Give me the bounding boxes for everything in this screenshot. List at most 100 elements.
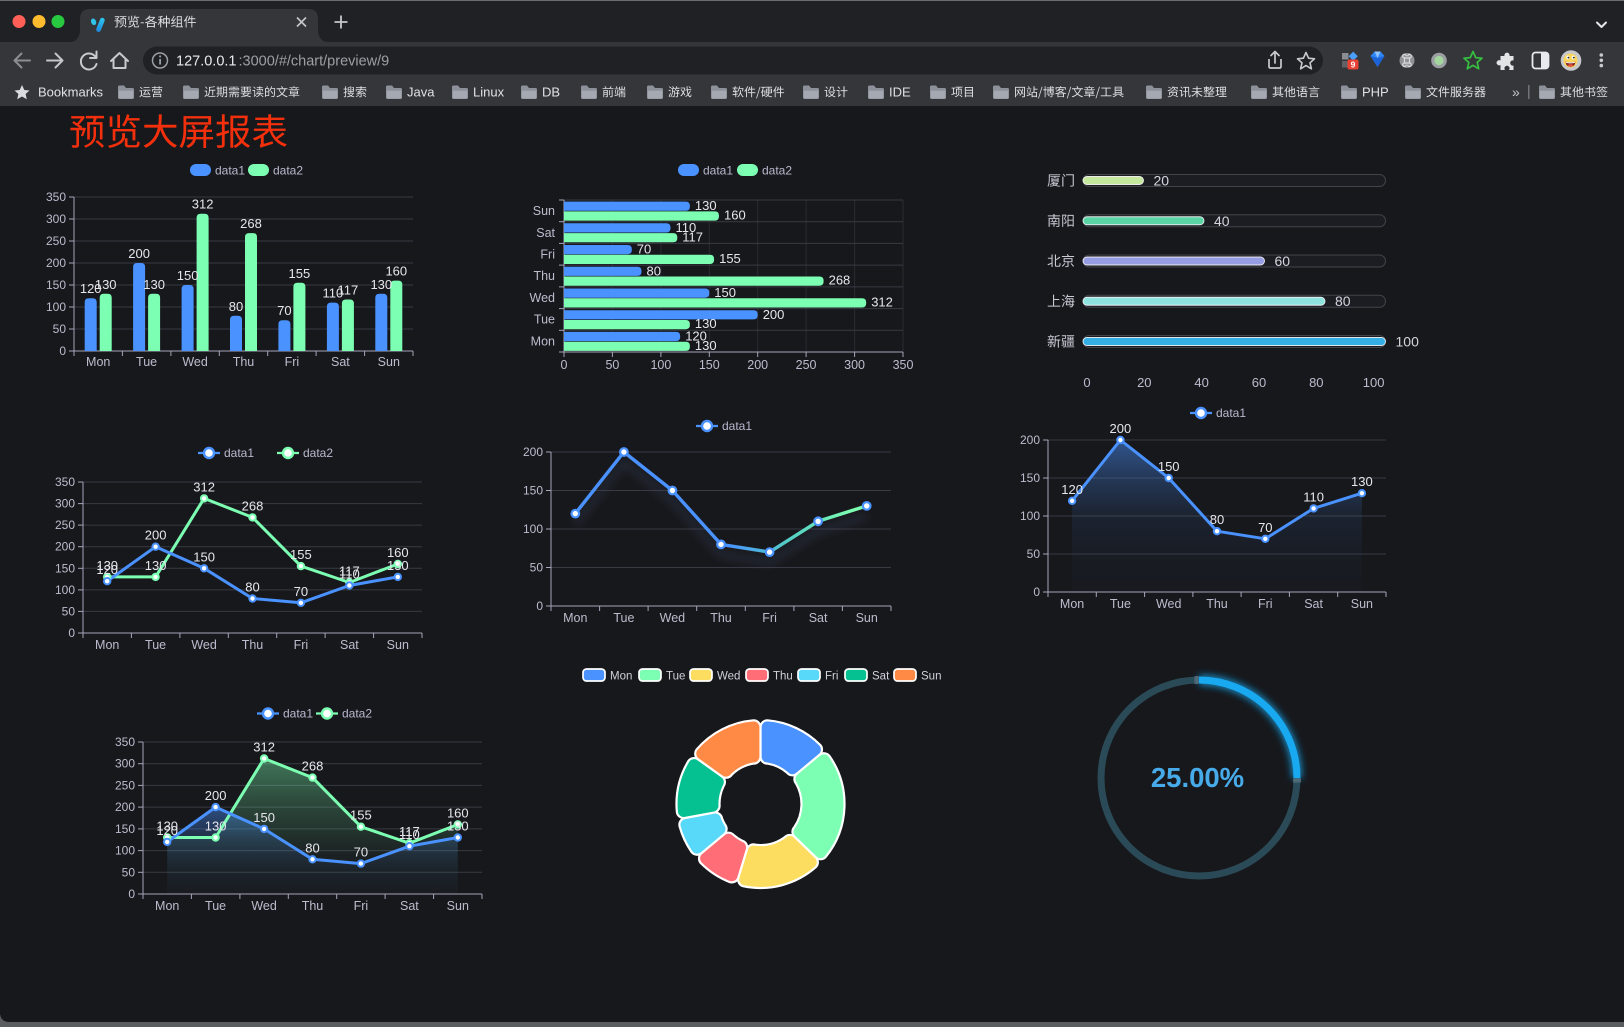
svg-text:IDE: IDE — [889, 85, 911, 100]
svg-text:160: 160 — [447, 806, 469, 821]
svg-text::3000/#/chart/preview/9: :3000/#/chart/preview/9 — [239, 54, 390, 70]
svg-text:117: 117 — [682, 229, 703, 244]
svg-text:Fri: Fri — [294, 638, 309, 652]
svg-text:Thu: Thu — [533, 269, 555, 283]
svg-text:Bookmarks: Bookmarks — [38, 85, 104, 100]
svg-text:80: 80 — [305, 840, 319, 855]
svg-text:200: 200 — [128, 246, 150, 261]
svg-text:150: 150 — [46, 278, 66, 292]
svg-text:0: 0 — [128, 887, 135, 901]
svg-text:312: 312 — [192, 197, 214, 212]
svg-text:70: 70 — [354, 845, 368, 860]
svg-text:150: 150 — [115, 822, 135, 836]
svg-text:117: 117 — [399, 824, 420, 839]
svg-text:117: 117 — [338, 283, 359, 298]
svg-text:80: 80 — [229, 299, 243, 314]
svg-text:Thu: Thu — [302, 899, 324, 913]
svg-text:Wed: Wed — [182, 355, 208, 369]
svg-text:Tue: Tue — [534, 313, 555, 327]
svg-text:Wed: Wed — [660, 611, 686, 625]
svg-text:120: 120 — [156, 823, 178, 838]
svg-text:100: 100 — [523, 522, 543, 536]
svg-text:data2: data2 — [762, 163, 792, 177]
svg-text:»: » — [1512, 84, 1520, 100]
svg-text:110: 110 — [339, 567, 360, 582]
svg-text:Sat: Sat — [400, 899, 419, 913]
svg-text:150: 150 — [699, 358, 720, 372]
svg-text:Fri: Fri — [354, 899, 369, 913]
svg-text:268: 268 — [242, 498, 264, 513]
svg-text:Sat: Sat — [872, 670, 890, 682]
svg-text:130: 130 — [447, 819, 469, 834]
svg-text:Sat: Sat — [331, 355, 350, 369]
svg-text:50: 50 — [62, 604, 76, 618]
svg-text:110: 110 — [323, 286, 344, 301]
svg-text:Thu: Thu — [773, 670, 793, 682]
svg-text:0: 0 — [59, 344, 66, 358]
svg-text:Sun: Sun — [1351, 597, 1373, 611]
svg-text:350: 350 — [46, 190, 66, 204]
svg-text:Mon: Mon — [531, 334, 555, 348]
svg-text:100: 100 — [46, 300, 66, 314]
svg-text:130: 130 — [387, 558, 409, 573]
svg-text:Thu: Thu — [710, 611, 732, 625]
svg-text:100: 100 — [1396, 334, 1420, 350]
svg-text:200: 200 — [747, 358, 768, 372]
svg-text:155: 155 — [289, 266, 311, 281]
svg-text:100: 100 — [55, 583, 75, 597]
svg-text:160: 160 — [387, 545, 409, 560]
svg-text:60: 60 — [1275, 253, 1291, 269]
svg-text:Fri: Fri — [1258, 597, 1273, 611]
svg-text:0: 0 — [1033, 585, 1040, 599]
svg-text:25.00%: 25.00% — [1151, 762, 1244, 793]
svg-text:250: 250 — [55, 518, 75, 532]
svg-text:Sat: Sat — [340, 638, 359, 652]
svg-text:Tue: Tue — [136, 355, 157, 369]
svg-text:155: 155 — [290, 547, 312, 562]
svg-text:Mon: Mon — [95, 638, 119, 652]
svg-text:300: 300 — [46, 212, 66, 226]
svg-text:Wed: Wed — [191, 638, 217, 652]
svg-text:Tue: Tue — [1110, 597, 1131, 611]
svg-text:Fri: Fri — [285, 355, 300, 369]
svg-text:Mon: Mon — [1060, 597, 1084, 611]
svg-text:data2: data2 — [342, 707, 372, 721]
svg-text:200: 200 — [763, 307, 785, 322]
svg-text:100: 100 — [1363, 375, 1385, 390]
svg-text:130: 130 — [695, 316, 717, 331]
svg-text:80: 80 — [647, 263, 661, 278]
svg-text:150: 150 — [1158, 459, 1180, 474]
svg-text:Thu: Thu — [1206, 597, 1228, 611]
svg-text:70: 70 — [277, 303, 291, 318]
svg-text:200: 200 — [115, 800, 135, 814]
svg-text:20: 20 — [1137, 375, 1151, 390]
svg-text:130: 130 — [695, 338, 717, 353]
svg-text:300: 300 — [55, 497, 75, 511]
svg-text:70: 70 — [637, 242, 651, 257]
svg-text:300: 300 — [115, 757, 135, 771]
svg-text:data1: data1 — [1216, 406, 1246, 420]
svg-text:Tue: Tue — [205, 899, 226, 913]
svg-text:200: 200 — [145, 528, 167, 543]
svg-text:data2: data2 — [273, 163, 303, 177]
svg-text:50: 50 — [53, 322, 67, 336]
svg-text:0: 0 — [1083, 375, 1090, 390]
svg-text:300: 300 — [844, 358, 865, 372]
svg-text:Sun: Sun — [533, 204, 555, 218]
svg-text:268: 268 — [240, 216, 262, 231]
svg-text:data1: data1 — [215, 163, 245, 177]
svg-text:70: 70 — [294, 584, 308, 599]
svg-text:60: 60 — [1252, 375, 1266, 390]
svg-text:200: 200 — [46, 256, 66, 270]
svg-text:200: 200 — [1020, 433, 1040, 447]
svg-text:312: 312 — [871, 295, 893, 310]
svg-text:130: 130 — [370, 277, 392, 292]
svg-text:150: 150 — [714, 285, 736, 300]
svg-text:130: 130 — [156, 819, 178, 834]
svg-text:data1: data1 — [224, 446, 254, 460]
svg-text:312: 312 — [193, 479, 215, 494]
svg-text:50: 50 — [122, 865, 136, 879]
svg-text:Mon: Mon — [155, 899, 179, 913]
svg-text:Tue: Tue — [145, 638, 166, 652]
svg-text:Wed: Wed — [251, 899, 277, 913]
